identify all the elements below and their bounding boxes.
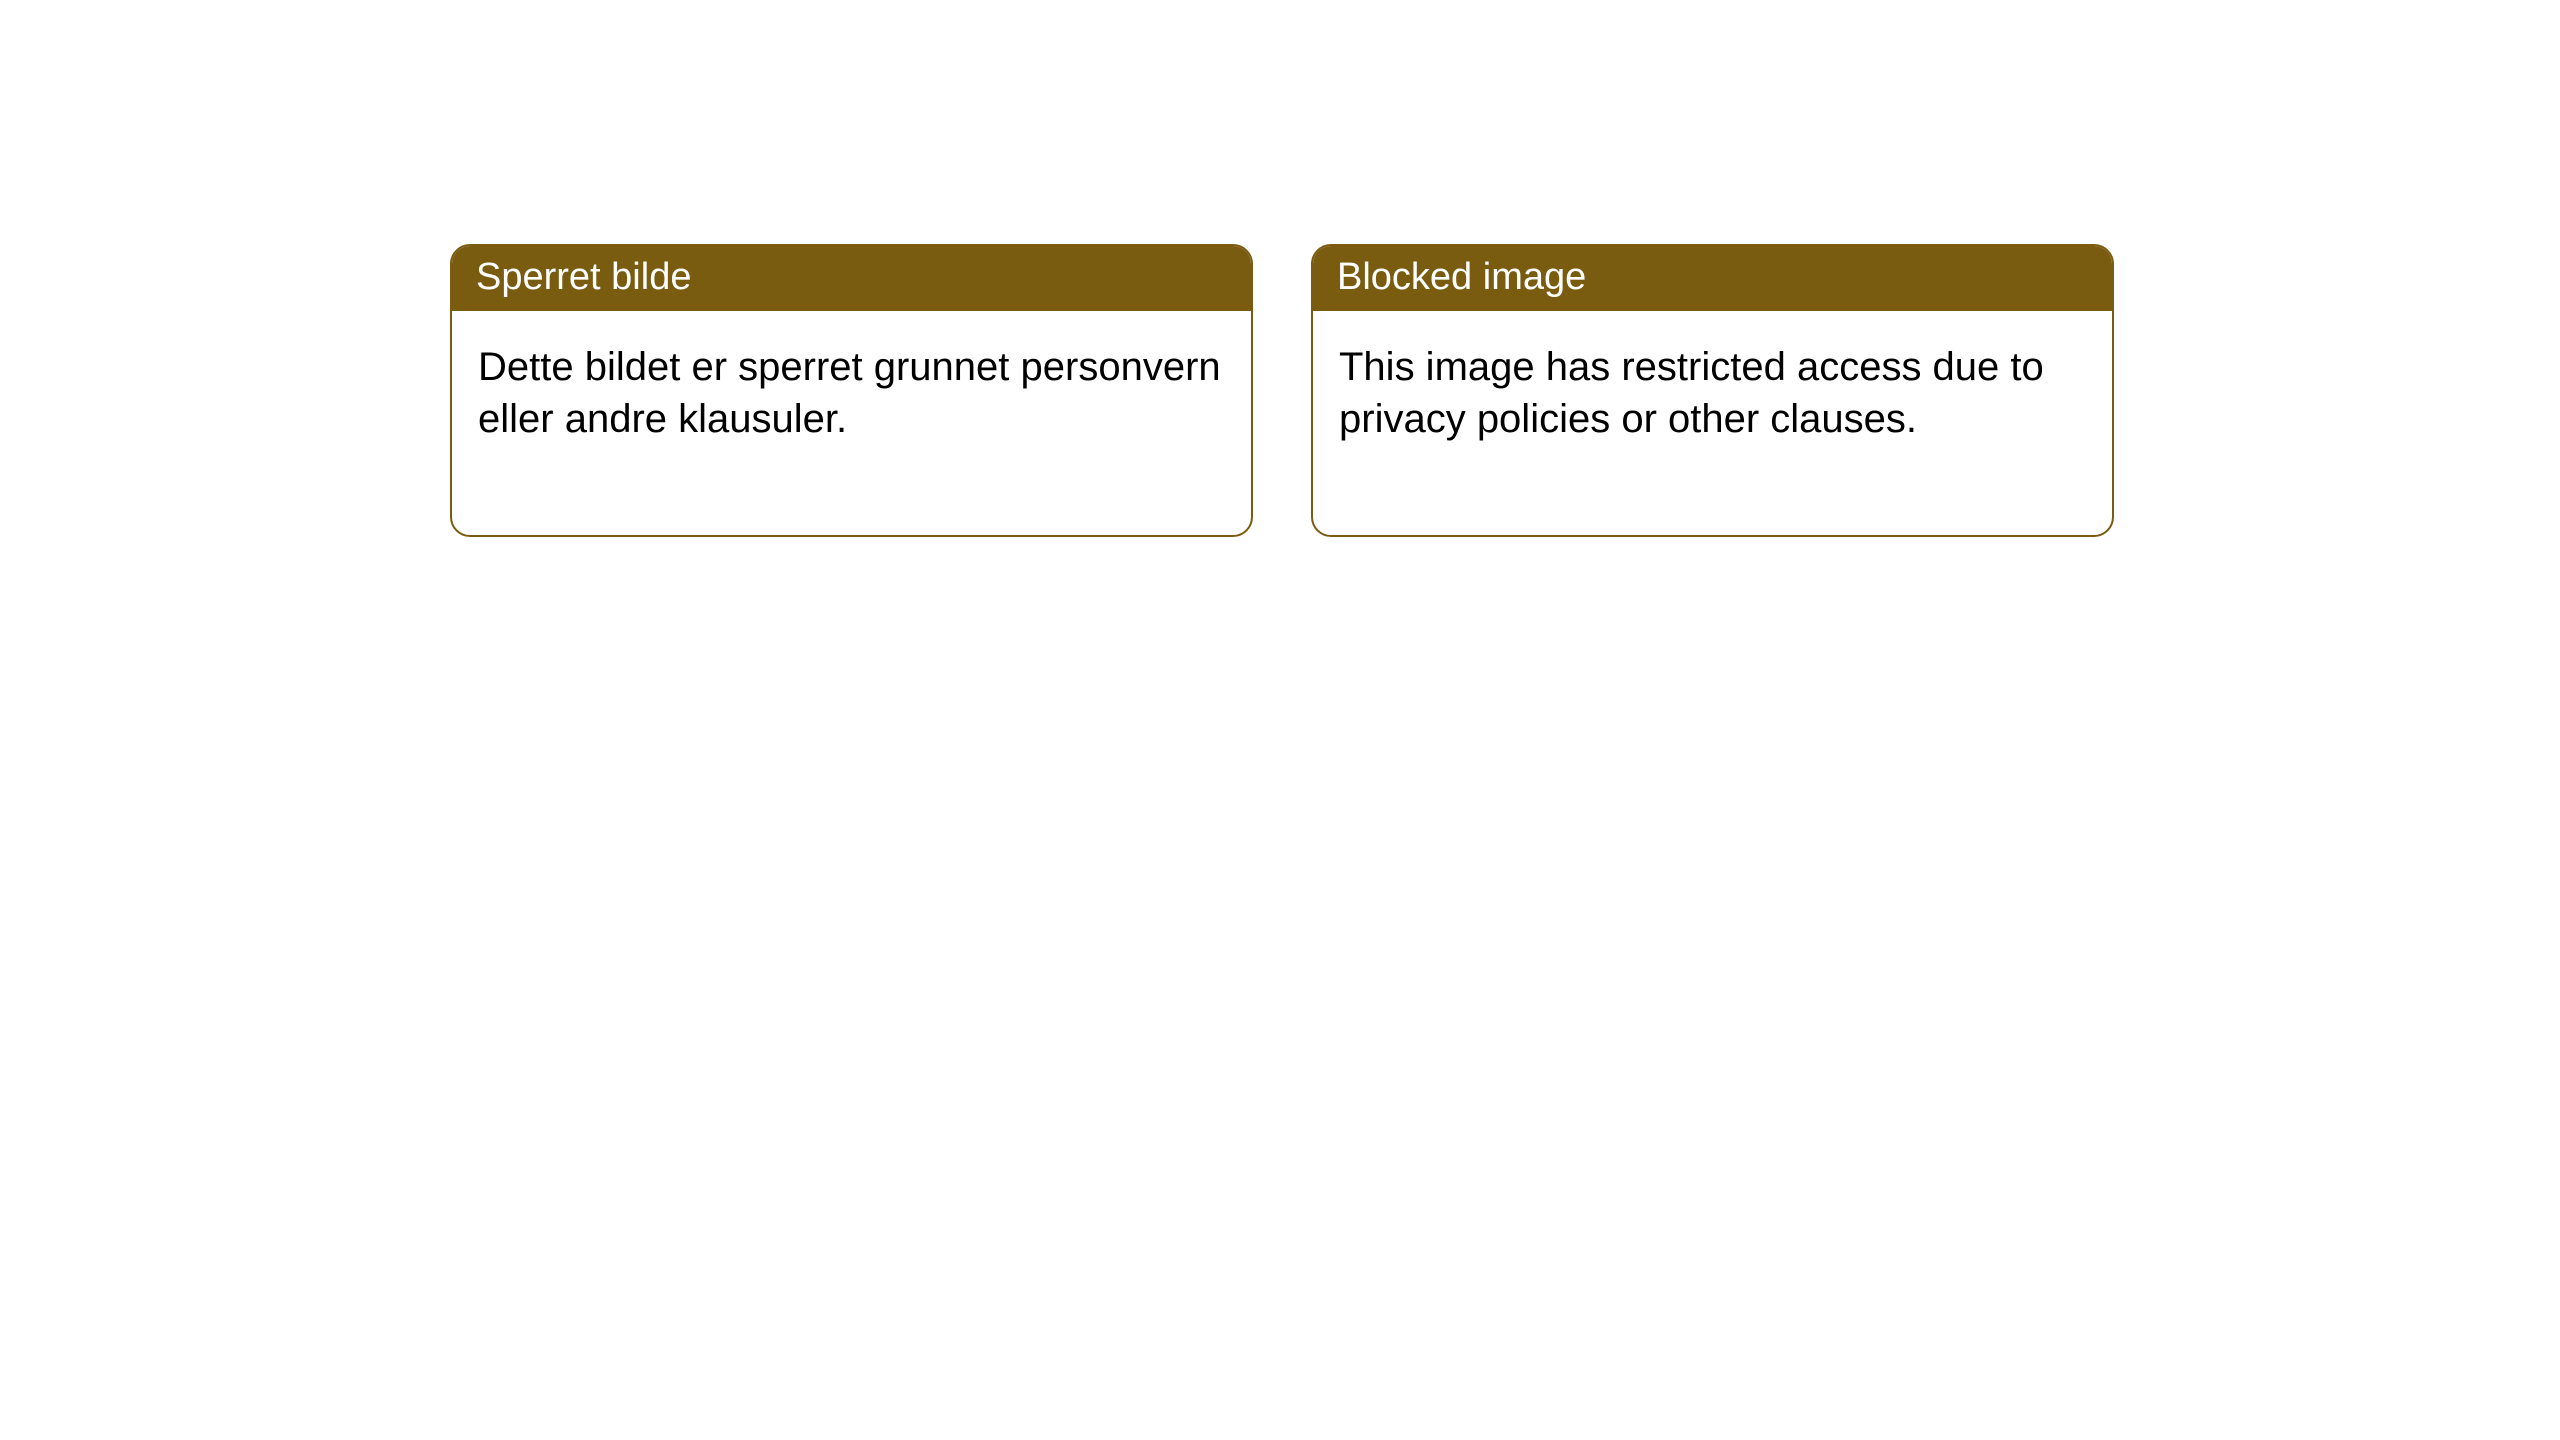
- notice-card-english: Blocked image This image has restricted …: [1311, 244, 2114, 537]
- notice-card-norwegian: Sperret bilde Dette bildet er sperret gr…: [450, 244, 1253, 537]
- notice-container: Sperret bilde Dette bildet er sperret gr…: [450, 244, 2114, 537]
- notice-body: Dette bildet er sperret grunnet personve…: [452, 311, 1251, 535]
- notice-body: This image has restricted access due to …: [1313, 311, 2112, 535]
- notice-header: Sperret bilde: [452, 246, 1251, 311]
- notice-header: Blocked image: [1313, 246, 2112, 311]
